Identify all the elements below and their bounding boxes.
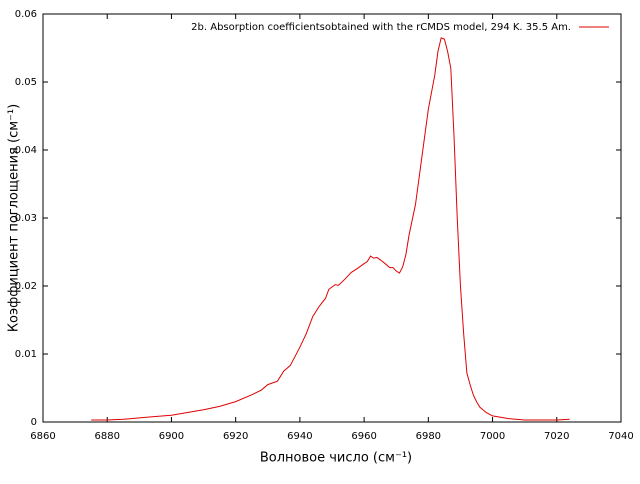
y-tick-label: 0 xyxy=(31,417,37,428)
y-tick-label: 0.03 xyxy=(15,213,37,224)
legend-label: 2b. Absorption coefficientsobtained with… xyxy=(191,22,571,33)
y-tick-label: 0.04 xyxy=(15,145,37,156)
plot-frame xyxy=(42,13,622,423)
x-tick-label: 7040 xyxy=(608,431,633,442)
y-tick-label: 0.02 xyxy=(15,281,37,292)
x-tick-label: 6920 xyxy=(223,431,248,442)
y-tick-label: 0.05 xyxy=(15,77,37,88)
y-tick-label: 0.01 xyxy=(15,349,37,360)
y-tick-label: 0.06 xyxy=(15,9,37,20)
data-line xyxy=(91,37,570,421)
x-tick-label: 6880 xyxy=(94,431,119,442)
x-tick-label: 7000 xyxy=(480,431,505,442)
x-tick-label: 7020 xyxy=(544,431,569,442)
x-tick-label: 6860 xyxy=(30,431,55,442)
x-axis-label: Волновое число (см⁻¹) xyxy=(260,451,412,466)
x-tick-label: 6900 xyxy=(159,431,184,442)
x-tick-label: 6980 xyxy=(416,431,441,442)
y-axis-label: Коэффициент поглощения (см⁻¹) xyxy=(7,104,22,332)
x-tick-label: 6940 xyxy=(287,431,312,442)
x-tick-label: 6960 xyxy=(351,431,376,442)
